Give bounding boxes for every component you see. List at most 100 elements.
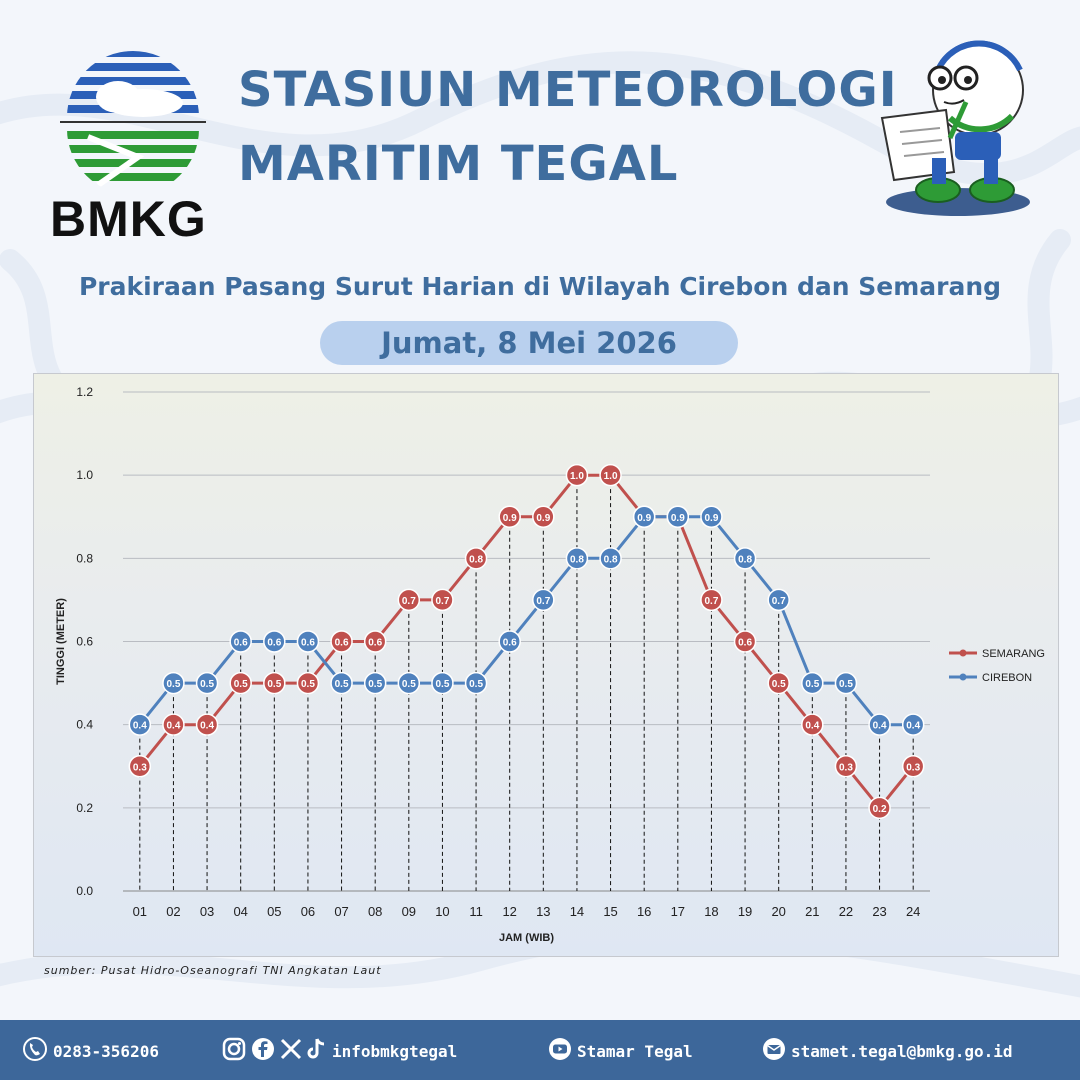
- x-tick-label: 10: [435, 904, 449, 919]
- data-point-cirebon: [162, 671, 185, 695]
- data-label-semarang: 0.2: [873, 804, 887, 815]
- data-point-cirebon: [532, 588, 555, 612]
- data-label-cirebon: 0.5: [368, 679, 382, 690]
- data-point-semarang: [767, 671, 790, 695]
- mascot-illustration: [880, 40, 1030, 216]
- data-point-semarang: [801, 713, 824, 736]
- x-tick-label: 22: [839, 904, 853, 919]
- footer-bar: 0283-356206 infobmkgtegal Stamar Tegal s…: [0, 1020, 1080, 1080]
- data-label-cirebon: 0.5: [435, 679, 449, 690]
- x-tick-label: 12: [502, 904, 516, 919]
- data-label-cirebon: 0.5: [805, 679, 819, 690]
- footer-social[interactable]: infobmkgtegal: [222, 1037, 458, 1065]
- data-point-cirebon: [296, 630, 320, 653]
- data-point-semarang: [565, 463, 589, 487]
- data-point-cirebon: [834, 671, 858, 695]
- y-tick-label: 1.2: [76, 385, 93, 399]
- data-label-cirebon: 0.7: [536, 596, 550, 607]
- data-point-cirebon: [431, 671, 454, 695]
- x-tick-label: 02: [166, 904, 180, 919]
- x-tick-label: 06: [301, 904, 315, 919]
- page-subtitle: Prakiraan Pasang Surut Harian di Wilayah…: [78, 272, 1002, 301]
- y-tick-label: 1.0: [76, 468, 93, 482]
- data-label-semarang: 0.4: [166, 721, 180, 732]
- footer-email-text: stamet.tegal@bmkg.go.id: [791, 1041, 1013, 1061]
- data-label-semarang: 0.5: [301, 679, 315, 690]
- data-label-cirebon: 0.5: [469, 679, 483, 690]
- data-point-semarang: [296, 671, 320, 695]
- tiktok-icon: [307, 1037, 327, 1065]
- facebook-icon: [251, 1037, 275, 1065]
- data-point-semarang: [195, 713, 219, 736]
- data-label-semarang: 0.9: [503, 513, 517, 524]
- data-point-semarang: [599, 463, 622, 487]
- data-point-cirebon: [195, 671, 219, 695]
- data-label-semarang: 1.0: [570, 471, 584, 482]
- tide-chart-panel: 0.3 0.4 0.4 0.5 0.5 0.5 0.6 0.6 0.7 0.7 0.8 0.9 0.9 1…: [33, 373, 1059, 957]
- data-point-cirebon: [330, 671, 353, 695]
- data-label-semarang: 0.3: [906, 762, 920, 773]
- data-label-cirebon: 0.9: [671, 513, 685, 524]
- data-label-semarang: 1.0: [604, 471, 618, 482]
- data-label-cirebon: 0.9: [637, 513, 651, 524]
- email-icon: [762, 1037, 786, 1065]
- data-point-cirebon: [128, 713, 152, 736]
- data-label-semarang: 0.5: [267, 679, 281, 690]
- data-point-semarang: [868, 796, 891, 820]
- footer-social-text: infobmkgtegal: [332, 1041, 458, 1061]
- footer-phone[interactable]: 0283-356206: [22, 1036, 159, 1066]
- data-label-semarang: 0.6: [335, 638, 349, 649]
- data-label-cirebon: 0.5: [839, 679, 853, 690]
- data-point-semarang: [733, 630, 757, 653]
- data-label-semarang: 0.7: [435, 596, 449, 607]
- data-label-semarang: 0.9: [536, 513, 550, 524]
- footer-email[interactable]: stamet.tegal@bmkg.go.id: [762, 1038, 1013, 1064]
- data-label-semarang: 0.5: [234, 679, 248, 690]
- x-tick-label: 07: [334, 904, 348, 919]
- data-label-cirebon: 0.5: [402, 679, 416, 690]
- data-label-semarang: 0.3: [133, 762, 147, 773]
- legend-label-cirebon: CIREBON: [982, 672, 1032, 684]
- data-point-cirebon: [666, 505, 690, 528]
- data-point-cirebon: [565, 547, 589, 570]
- bmkg-logo-text: BMKG: [50, 191, 207, 247]
- date-badge: Jumat, 8 Mei 2026: [320, 321, 738, 365]
- phone-icon: [22, 1036, 48, 1066]
- youtube-icon: [548, 1037, 572, 1065]
- tide-line-chart: 0.3 0.4 0.4 0.5 0.5 0.5 0.6 0.6 0.7 0.7 0.8 0.9 0.9 1…: [55, 385, 1045, 944]
- x-tick-label: 03: [200, 904, 214, 919]
- y-axis-title: TINGGI (METER): [55, 598, 67, 685]
- data-label-cirebon: 0.6: [267, 638, 281, 649]
- x-tick-label: 17: [671, 904, 685, 919]
- data-label-cirebon: 0.5: [166, 679, 180, 690]
- data-label-cirebon: 0.9: [704, 513, 718, 524]
- x-tick-label: 18: [704, 904, 718, 919]
- data-label-cirebon: 0.5: [335, 679, 349, 690]
- x-tick-label: 24: [906, 904, 920, 919]
- x-tick-label: 13: [536, 904, 550, 919]
- data-label-cirebon: 0.4: [873, 721, 887, 732]
- x-tick-label: 01: [133, 904, 147, 919]
- y-tick-label: 0.6: [76, 635, 93, 649]
- page-title-line1: STASIUN METEOROLOGI: [238, 62, 898, 118]
- data-point-semarang: [431, 588, 454, 612]
- x-tick-label: 04: [233, 904, 247, 919]
- data-point-cirebon: [801, 671, 824, 695]
- y-tick-label: 0.8: [76, 551, 93, 565]
- data-point-semarang: [330, 630, 353, 653]
- data-point-cirebon: [733, 547, 757, 570]
- footer-youtube[interactable]: Stamar Tegal: [548, 1038, 693, 1064]
- x-axis-title: JAM (WIB): [499, 932, 554, 944]
- x-tick-label: 11: [469, 904, 483, 919]
- data-point-cirebon: [363, 671, 387, 695]
- x-tick-label: 19: [738, 904, 752, 919]
- x-tick-label: 05: [267, 904, 281, 919]
- x-tick-label: 08: [368, 904, 382, 919]
- data-point-semarang: [498, 505, 521, 528]
- x-tick-label: 09: [402, 904, 416, 919]
- x-tick-label: 20: [771, 904, 785, 919]
- data-point-cirebon: [632, 505, 656, 528]
- y-tick-label: 0.2: [76, 801, 93, 815]
- legend-marker-semarang: [959, 649, 967, 657]
- data-point-semarang: [229, 671, 252, 695]
